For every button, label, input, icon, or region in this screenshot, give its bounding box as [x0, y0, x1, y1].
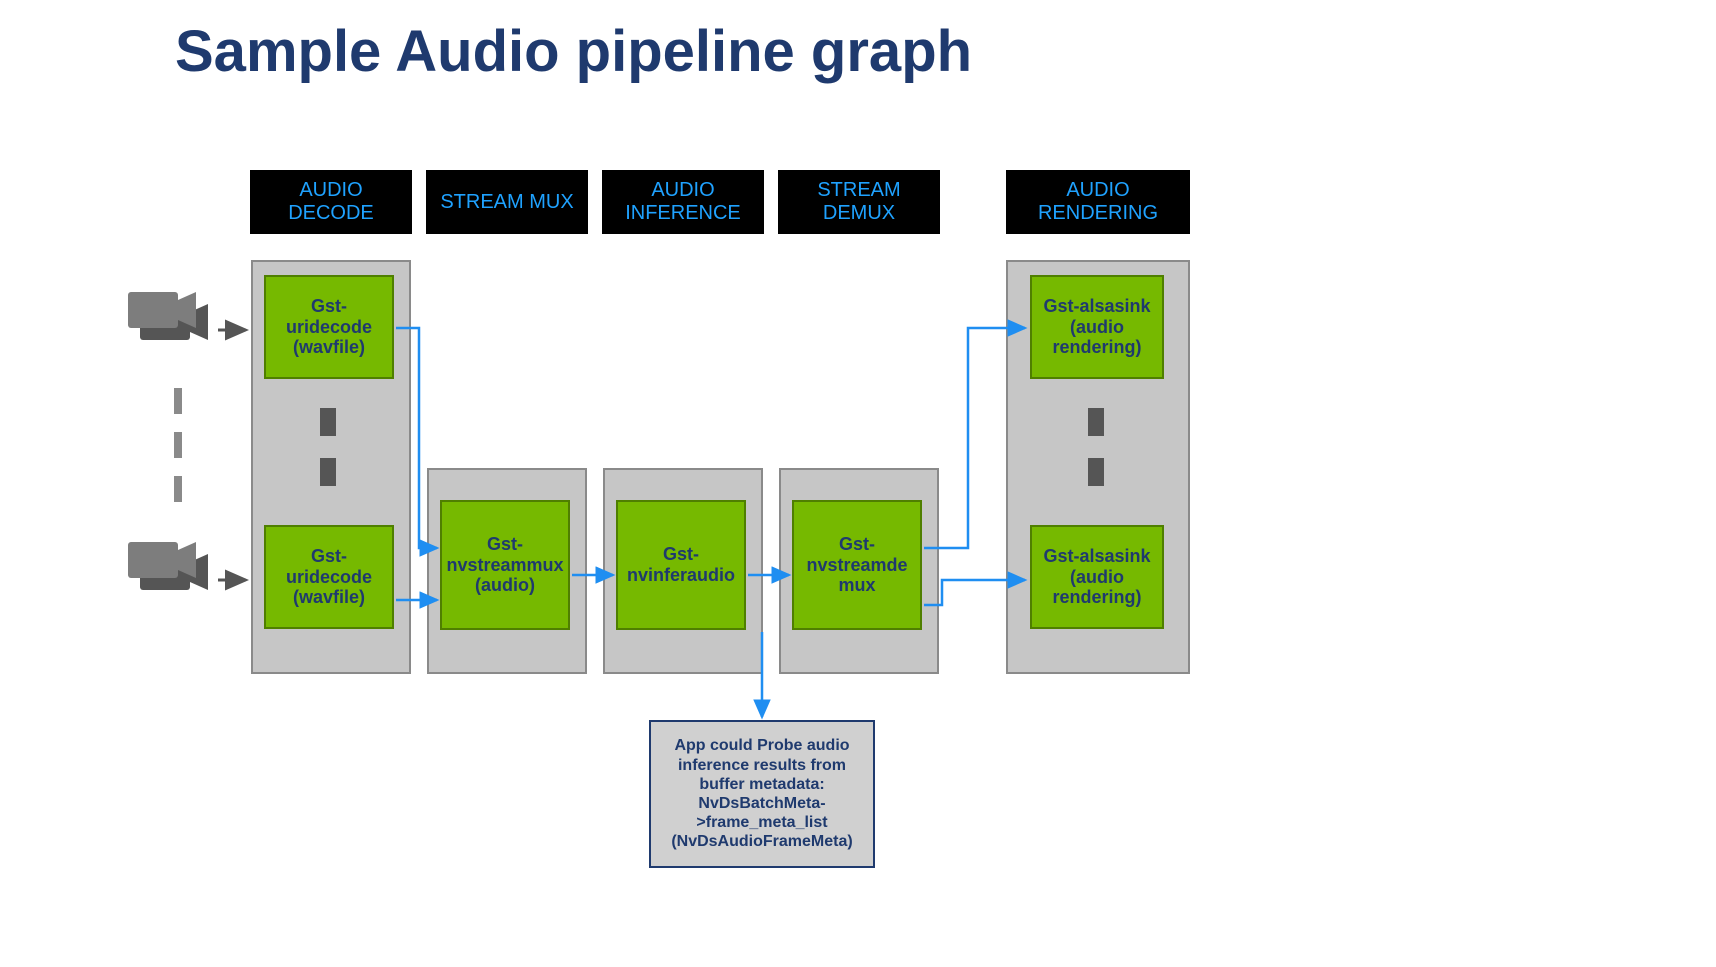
ellipsis-dash [174, 476, 182, 502]
node-label: Gst-nvstreammux(audio) [446, 534, 563, 596]
stage-label-decode: AUDIODECODE [250, 170, 412, 234]
node-decode-2: Gst-uridecode(wavfile) [264, 525, 394, 629]
node-label: Gst-nvinferaudio [627, 544, 735, 585]
ellipsis-dash [1088, 408, 1104, 436]
ellipsis-dash [320, 458, 336, 486]
node-decode-1: Gst-uridecode(wavfile) [264, 275, 394, 379]
page-title: Sample Audio pipeline graph [175, 18, 972, 85]
ellipsis-dash [174, 432, 182, 458]
probe-box-text: App could Probe audio inference results … [657, 736, 867, 851]
node-label: Gst-alsasink(audiorendering) [1043, 546, 1150, 608]
diagram-page: Sample Audio pipeline graph AUDIODECODE … [0, 0, 1716, 967]
node-label: Gst-uridecode(wavfile) [286, 296, 372, 358]
node-label: Gst-uridecode(wavfile) [286, 546, 372, 608]
stage-label-text: AUDIODECODE [288, 179, 374, 225]
node-infer: Gst-nvinferaudio [616, 500, 746, 630]
stage-label-demux: STREAMDEMUX [778, 170, 940, 234]
stage-label-text: AUDIOINFERENCE [625, 179, 741, 225]
stage-label-inference: AUDIOINFERENCE [602, 170, 764, 234]
node-label: Gst-alsasink(audiorendering) [1043, 296, 1150, 358]
stage-label-mux: STREAM MUX [426, 170, 588, 234]
camera-icon [128, 542, 208, 590]
probe-box: App could Probe audio inference results … [649, 720, 875, 868]
ellipsis-dash [320, 408, 336, 436]
stage-label-render: AUDIORENDERING [1006, 170, 1190, 234]
node-mux: Gst-nvstreammux(audio) [440, 500, 570, 630]
stage-label-text: AUDIORENDERING [1038, 179, 1158, 225]
camera-icon [128, 292, 208, 340]
stage-label-text: STREAM MUX [440, 191, 573, 214]
node-label: Gst-nvstreamdemux [806, 534, 907, 596]
stage-label-text: STREAMDEMUX [817, 179, 900, 225]
ellipsis-dash [174, 388, 182, 414]
node-render-1: Gst-alsasink(audiorendering) [1030, 275, 1164, 379]
ellipsis-dash [1088, 458, 1104, 486]
node-render-2: Gst-alsasink(audiorendering) [1030, 525, 1164, 629]
node-demux: Gst-nvstreamdemux [792, 500, 922, 630]
